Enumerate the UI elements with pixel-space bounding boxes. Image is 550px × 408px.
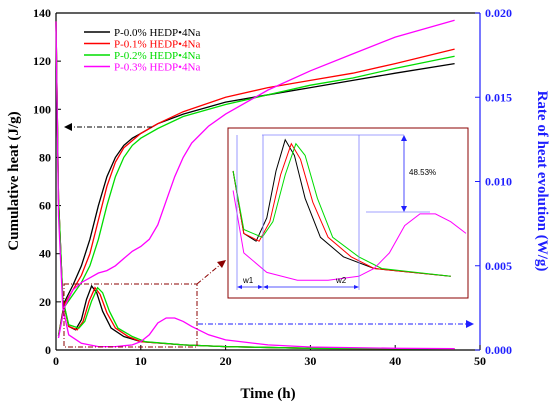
legend-label: P-0.3% HEDP•4Na: [114, 62, 200, 74]
x-tick-label: 0: [53, 354, 59, 368]
series-layer: [55, 19, 455, 350]
inset-w2-arrow: [263, 285, 359, 289]
x-tick-label: 40: [389, 354, 401, 368]
legend-label: P-0.2% HEDP•4Na: [114, 50, 200, 62]
x-tick-label: 10: [135, 354, 147, 368]
y-right-tick-label: 0.020: [485, 6, 512, 20]
inset-percent-arrow: [401, 135, 407, 212]
series-heat-rate-2: [55, 21, 455, 350]
y-right-tick-label: 0.000: [485, 343, 512, 357]
y-left-ticks: 0 20 40 60 80 100 120 140: [33, 6, 61, 357]
series-cumulative-1: [57, 48, 455, 336]
inset-series-3: [232, 190, 467, 281]
x-tick-label: 20: [220, 354, 232, 368]
inset: 48.53% w1 w2: [227, 127, 469, 299]
y-left-tick-label: 100: [33, 102, 51, 116]
y-right-tick-label: 0.005: [485, 259, 512, 273]
inset-w1-label: w1: [242, 276, 254, 285]
series-heat-rate-3: [55, 21, 455, 350]
x-tick-label: 30: [304, 354, 316, 368]
inset-lines: [232, 138, 467, 281]
inset-series-2: [232, 142, 451, 277]
legend-label: P-0.1% HEDP•4Na: [114, 39, 200, 51]
series-cumulative-3: [57, 19, 455, 339]
left-axis-arrow: [64, 123, 152, 131]
series-cumulative-0: [57, 62, 455, 336]
y-left-tick-label: 140: [33, 6, 51, 20]
x-axis-title: Time (h): [240, 386, 295, 402]
zoom-arrow: [196, 260, 226, 285]
inset-series-1: [232, 142, 451, 277]
y-left-tick-label: 0: [45, 343, 51, 357]
y-left-tick-label: 20: [39, 295, 51, 309]
inset-w1-arrow: [237, 285, 263, 289]
inset-w2-label: w2: [335, 276, 347, 285]
right-axis-arrow: [198, 320, 474, 328]
legend-label: P-0.0% HEDP•4Na: [114, 27, 200, 39]
y-right-tick-label: 0.010: [485, 175, 512, 189]
y-left-tick-label: 40: [39, 247, 51, 261]
y-right-tick-label: 0.015: [485, 90, 512, 104]
y-axis-right-title: Rate of heat evolution (W/g): [534, 91, 550, 272]
y-left-tick-label: 80: [39, 150, 51, 164]
inset-frame: [227, 127, 469, 299]
zoom-region-box: [63, 283, 198, 348]
y-left-tick-label: 60: [39, 199, 51, 213]
inset-percent-label: 48.53%: [409, 168, 436, 177]
x-tick-label: 50: [474, 354, 486, 368]
y-right-ticks: 0.000 0.005 0.010 0.015 0.020: [475, 6, 512, 357]
y-left-tick-label: 120: [33, 54, 51, 68]
y-axis-left-title: Cumulative heat (J/g): [6, 111, 22, 250]
